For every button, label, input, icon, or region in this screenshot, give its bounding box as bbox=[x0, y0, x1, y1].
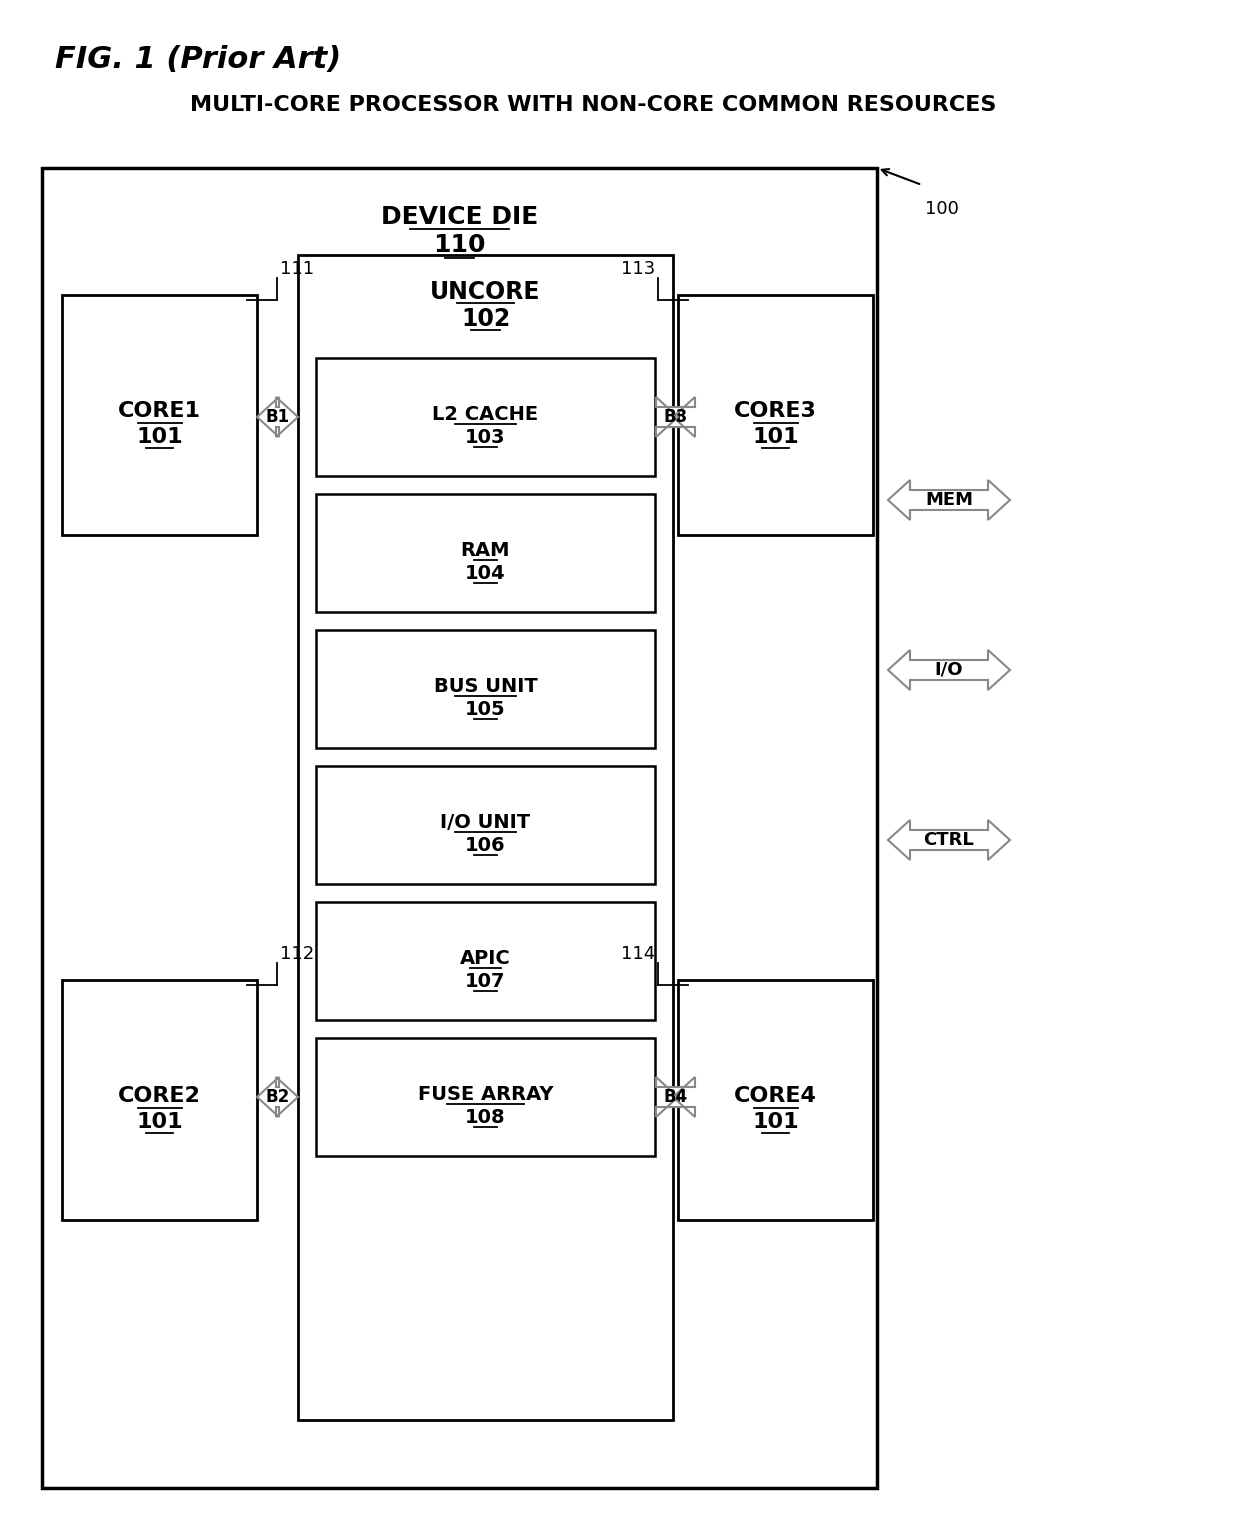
Polygon shape bbox=[656, 397, 694, 437]
Text: DEVICE DIE: DEVICE DIE bbox=[381, 205, 538, 228]
Text: B4: B4 bbox=[663, 1088, 688, 1105]
Bar bbox=[42, 169, 877, 1489]
Bar bbox=[62, 980, 257, 1220]
Text: 114: 114 bbox=[621, 944, 655, 963]
Text: 108: 108 bbox=[465, 1108, 506, 1127]
Text: CORE1: CORE1 bbox=[118, 402, 201, 422]
Text: UNCORE: UNCORE bbox=[430, 281, 541, 304]
Text: CORE3: CORE3 bbox=[734, 402, 817, 422]
Text: 112: 112 bbox=[280, 944, 314, 963]
Bar bbox=[298, 254, 673, 1420]
Text: MULTI-CORE PROCESSOR WITH NON-CORE COMMON RESOURCES: MULTI-CORE PROCESSOR WITH NON-CORE COMMO… bbox=[190, 95, 997, 115]
Bar bbox=[316, 630, 655, 748]
Text: 101: 101 bbox=[136, 1111, 182, 1131]
Text: 111: 111 bbox=[280, 261, 314, 277]
Polygon shape bbox=[257, 397, 298, 437]
Text: B3: B3 bbox=[663, 408, 688, 426]
Text: 102: 102 bbox=[461, 307, 510, 331]
Text: CORE4: CORE4 bbox=[734, 1085, 817, 1105]
Text: 107: 107 bbox=[465, 972, 506, 990]
Polygon shape bbox=[888, 650, 1011, 690]
Polygon shape bbox=[656, 1078, 694, 1118]
Bar bbox=[316, 494, 655, 612]
Text: 113: 113 bbox=[621, 261, 655, 277]
Bar bbox=[316, 766, 655, 885]
Text: L2 CACHE: L2 CACHE bbox=[433, 405, 538, 425]
Text: 110: 110 bbox=[433, 233, 486, 258]
Bar bbox=[62, 294, 257, 535]
Text: BUS UNIT: BUS UNIT bbox=[434, 678, 537, 696]
Text: 105: 105 bbox=[465, 701, 506, 719]
Text: I/O: I/O bbox=[935, 661, 963, 679]
Text: 101: 101 bbox=[753, 426, 799, 446]
Text: 101: 101 bbox=[136, 426, 182, 446]
Text: 106: 106 bbox=[465, 835, 506, 855]
Text: FUSE ARRAY: FUSE ARRAY bbox=[418, 1085, 553, 1104]
Text: 101: 101 bbox=[753, 1111, 799, 1131]
Bar bbox=[678, 294, 873, 535]
Text: B1: B1 bbox=[265, 408, 290, 426]
Bar bbox=[316, 901, 655, 1019]
Polygon shape bbox=[888, 820, 1011, 860]
Polygon shape bbox=[888, 480, 1011, 520]
Bar bbox=[678, 980, 873, 1220]
Text: 104: 104 bbox=[465, 564, 506, 583]
Text: APIC: APIC bbox=[460, 949, 511, 967]
Text: MEM: MEM bbox=[925, 491, 973, 509]
Text: 100: 100 bbox=[925, 199, 959, 218]
Bar bbox=[316, 359, 655, 477]
Text: CTRL: CTRL bbox=[924, 831, 975, 849]
Text: I/O UNIT: I/O UNIT bbox=[440, 812, 531, 832]
Text: RAM: RAM bbox=[461, 541, 510, 560]
Text: B2: B2 bbox=[265, 1088, 290, 1105]
Text: 103: 103 bbox=[465, 428, 506, 448]
Polygon shape bbox=[257, 1078, 298, 1118]
Text: FIG. 1 (Prior Art): FIG. 1 (Prior Art) bbox=[55, 44, 341, 74]
Bar bbox=[316, 1038, 655, 1156]
Text: CORE2: CORE2 bbox=[118, 1085, 201, 1105]
